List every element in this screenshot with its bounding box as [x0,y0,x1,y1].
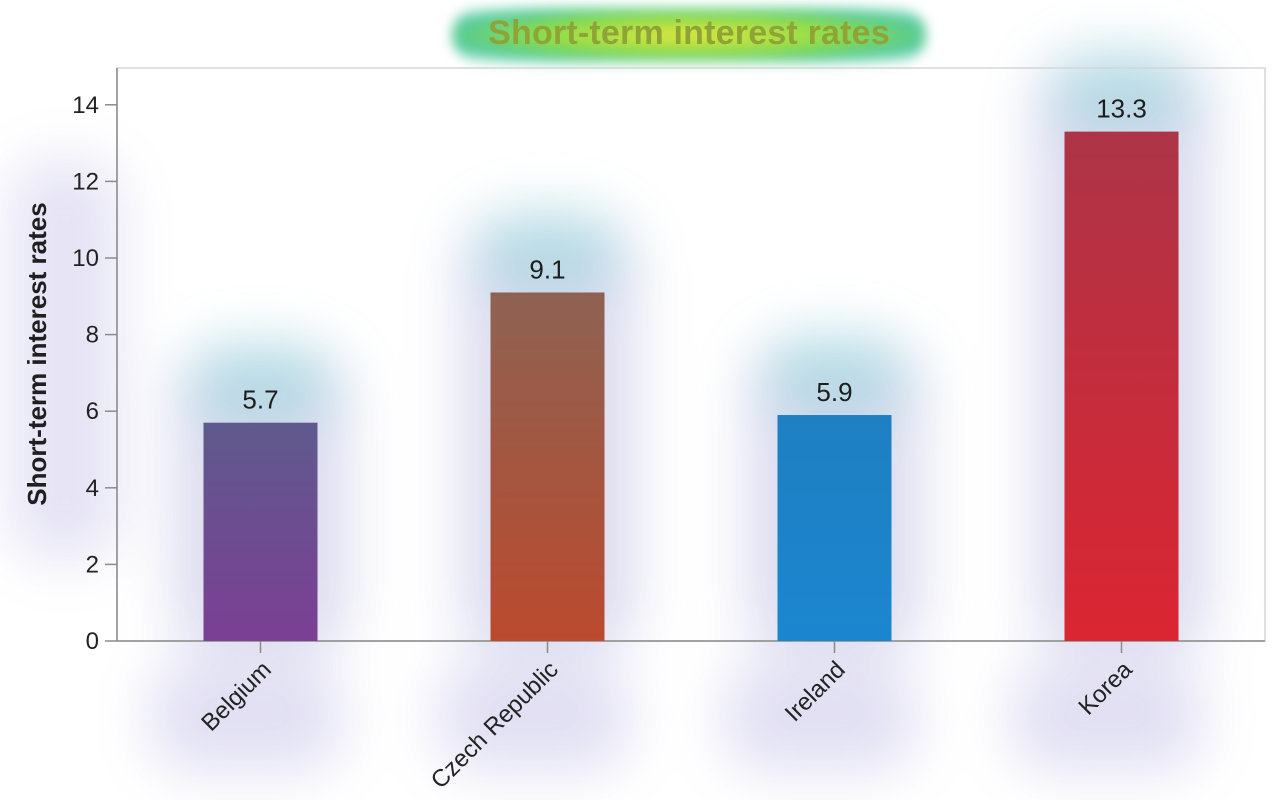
bar-ireland [777,415,892,641]
bar-czech-republic [490,292,605,641]
x-tick-label: Ireland [780,656,851,727]
y-tick-label: 8 [86,322,99,349]
y-tick-label: 14 [72,92,99,119]
bar-belgium [203,422,318,641]
y-tick-label: 10 [72,245,99,272]
x-tick-label: Korea [1073,656,1138,721]
y-tick-label: 2 [86,551,99,578]
y-axis: 0 2 4 6 8 10 12 14 [72,68,118,655]
y-tick-label: 4 [86,475,99,502]
bar-korea [1064,131,1179,642]
y-tick-label: 12 [72,168,99,195]
data-label: 5.9 [816,377,852,407]
x-axis: Belgium Czech Republic Ireland Korea [117,640,1265,794]
chart-title: Short-term interest rates [488,14,890,52]
data-label: 9.1 [529,254,565,284]
bar-series [203,131,1179,642]
x-tick-label: Belgium [196,656,276,736]
data-label: 5.7 [242,385,278,415]
data-labels: 5.7 9.1 5.9 13.3 [242,94,1146,415]
y-tick-label: 6 [86,398,99,425]
data-label: 13.3 [1096,94,1147,124]
y-tick-label: 0 [86,628,99,655]
y-axis-label: Short-term interest rates [22,202,52,505]
x-tick-label: Czech Republic [426,656,564,794]
